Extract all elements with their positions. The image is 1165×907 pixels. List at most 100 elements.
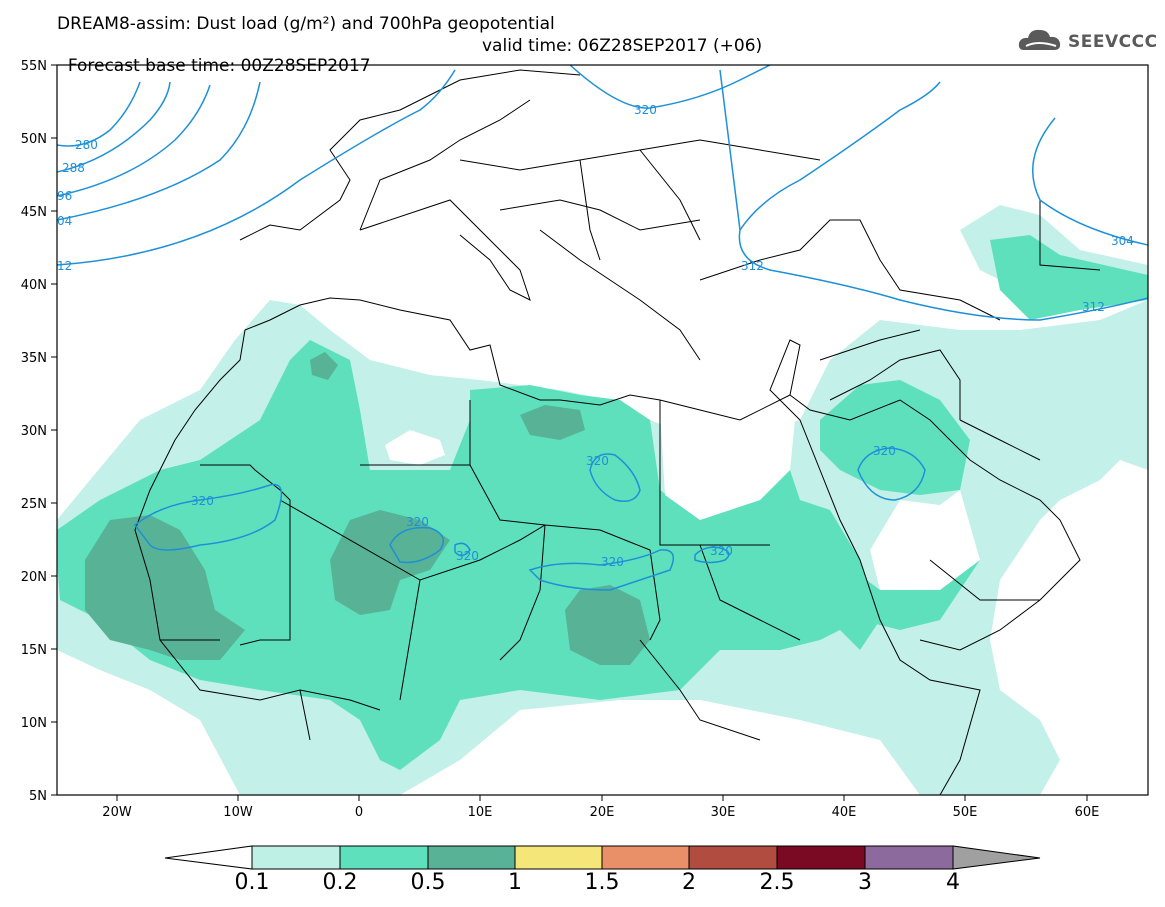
- map-title: DREAM8-assim: Dust load (g/m²) and 700hP…: [57, 14, 555, 34]
- clear-patch-arabia: [870, 490, 980, 590]
- contour-label: 320: [710, 544, 733, 558]
- latitude-labels: 55N 50N 45N 40N 35N 30N 25N 20N 15N 10N …: [21, 59, 47, 804]
- lon-label: 0: [355, 805, 363, 820]
- lat-label: 30N: [21, 424, 47, 439]
- contour-304-west: [57, 81, 261, 221]
- contour-label: 320: [456, 549, 479, 563]
- lon-label: 60E: [1075, 805, 1100, 820]
- contour-312-east: [719, 69, 1148, 321]
- contour-label: 12: [57, 259, 72, 273]
- longitude-axis: [116, 795, 1088, 801]
- geopotential-contours: [57, 65, 1148, 591]
- coastline-arabia: [789, 394, 1081, 651]
- dust-area-high-morocco: [310, 352, 338, 380]
- contour-280: [57, 81, 141, 147]
- contour-320-niger: [389, 526, 445, 564]
- longitude-labels: 20W 10W 0 10E 20E 30E 40E 50E 60E: [102, 805, 1099, 820]
- colorbar-label: 2.5: [759, 870, 795, 895]
- colorbar-segment: [864, 845, 954, 870]
- contour-320-north: [569, 65, 771, 109]
- lon-label: 10W: [223, 805, 253, 820]
- contour-labels: 280 288 96 04 12 320 312 304 320 320 320…: [57, 103, 1134, 569]
- colorbar-label: 0.1: [234, 870, 270, 895]
- contour-320-west-africa: [133, 483, 283, 551]
- dust-area-medium-redsea: [800, 500, 880, 650]
- latitude-axis: [51, 64, 57, 796]
- contour-label: 312: [741, 259, 764, 273]
- dust-area-medium: [57, 340, 980, 770]
- coastlines-borders: [134, 69, 1101, 795]
- contour-label: 288: [62, 161, 85, 175]
- contour-320-niger-small: [454, 542, 471, 557]
- colorbar-segment: [601, 845, 690, 870]
- lat-label: 35N: [21, 351, 47, 366]
- contour-label: 312: [1082, 300, 1105, 314]
- contour-320-arabia: [857, 447, 926, 501]
- contour-label: 96: [57, 189, 72, 203]
- borders-mideast: [819, 200, 1101, 601]
- seevccc-logo: SEEVCCC: [1018, 24, 1158, 58]
- dust-area-high-chad: [565, 585, 650, 665]
- lon-label: 20E: [590, 805, 615, 820]
- colorbar-segment: [164, 845, 253, 870]
- colorbar-segment: [251, 845, 341, 870]
- colorbar-segment: [514, 845, 603, 870]
- contour-320-sudan: [694, 546, 730, 564]
- colorbar-label: 1.5: [584, 870, 620, 895]
- contour-label: 280: [75, 138, 98, 152]
- dust-area-medium-arabia: [820, 380, 970, 495]
- contour-320-libya: [589, 453, 641, 502]
- colorbar-label: 4: [946, 870, 960, 895]
- contour-label: 320: [406, 515, 429, 529]
- logo-text: SEEVCCC: [1068, 32, 1158, 52]
- borders-europe: [359, 99, 821, 261]
- contour-312-west: [57, 69, 456, 266]
- contour-label: 04: [57, 214, 72, 228]
- lat-label: 15N: [21, 643, 47, 658]
- lat-label: 50N: [21, 132, 47, 147]
- colorbar-label: 2: [682, 870, 696, 895]
- lon-label: 50E: [953, 805, 978, 820]
- dust-area-high-libya: [520, 405, 585, 440]
- base-time: Forecast base time: 00Z28SEP2017: [67, 56, 371, 76]
- colorbar-segment: [952, 845, 1041, 870]
- borders-africa: [160, 400, 801, 741]
- colorbar-label: 0.5: [410, 870, 446, 895]
- lon-label: 20W: [102, 805, 132, 820]
- colorbar-segment: [427, 845, 516, 870]
- contour-288: [57, 81, 171, 173]
- cloud-icon: [1018, 29, 1061, 50]
- contour-296: [57, 84, 211, 197]
- clear-patch-egypt: [660, 410, 795, 520]
- colorbar-segment: [688, 845, 778, 870]
- lat-label: 20N: [21, 570, 47, 585]
- colorbar-segment: [339, 845, 429, 870]
- coastline-europe: [239, 69, 1001, 361]
- contour-304-east: [1032, 117, 1148, 246]
- dust-shading: [57, 205, 1148, 795]
- lon-label: 30E: [711, 805, 736, 820]
- lat-label: 25N: [21, 497, 47, 512]
- lon-label: 40E: [832, 805, 857, 820]
- contour-label: 320: [586, 454, 609, 468]
- colorbar: [164, 845, 1041, 870]
- contour-label: 304: [1111, 234, 1134, 248]
- coastline-africa: [134, 297, 981, 795]
- lat-label: 45N: [21, 205, 47, 220]
- lat-label: 55N: [21, 59, 47, 74]
- colorbar-label: 3: [858, 870, 872, 895]
- valid-time: valid time: 06Z28SEP2017 (+06): [482, 36, 763, 56]
- contour-label: 320: [634, 103, 657, 117]
- lat-label: 40N: [21, 278, 47, 293]
- colorbar-label: 0.2: [322, 870, 358, 895]
- lat-label: 10N: [21, 716, 47, 731]
- dust-area-high-west: [85, 515, 245, 660]
- dust-area-medium-caspian: [990, 235, 1148, 320]
- contour-label: 320: [601, 555, 624, 569]
- colorbar-label: 1: [508, 870, 522, 895]
- clear-patch-algeria: [385, 430, 445, 465]
- forecast-times: Forecast base time: 00Z28SEP2017 valid t…: [57, 36, 762, 96]
- lon-label: 10E: [468, 805, 493, 820]
- contour-label: 320: [873, 444, 896, 458]
